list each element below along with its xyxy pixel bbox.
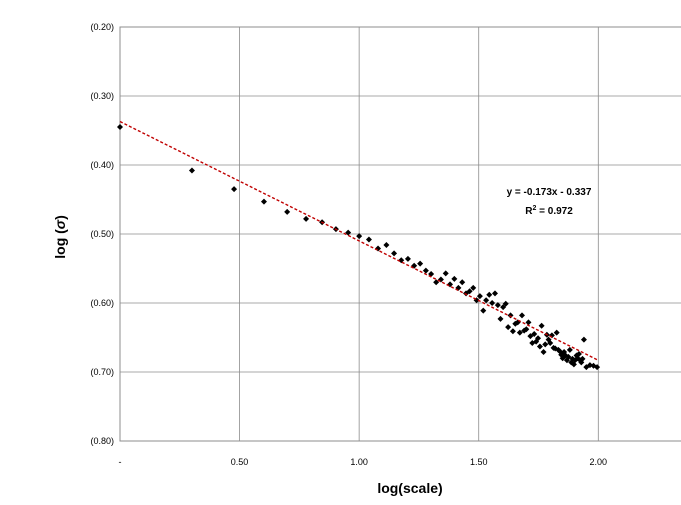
data-point — [509, 328, 516, 335]
x-axis-title: log(scale) — [377, 480, 442, 496]
data-point — [345, 229, 352, 236]
x-tick-label: 1.00 — [350, 457, 368, 467]
data-point — [535, 335, 542, 342]
r-squared-sup: 2 — [532, 205, 536, 212]
data-point — [507, 312, 514, 319]
data-point — [260, 198, 267, 205]
data-point — [365, 236, 372, 243]
data-point — [466, 288, 473, 295]
data-point — [547, 340, 554, 347]
data-point — [470, 284, 477, 291]
data-point — [500, 304, 507, 311]
data-point — [523, 326, 530, 333]
data-point — [476, 293, 483, 300]
plot-border — [119, 26, 681, 442]
data-point — [451, 275, 458, 282]
y-tick-label: (0.60) — [90, 298, 114, 308]
y-tick-label: (0.30) — [90, 91, 114, 101]
r-squared-label: R2 = 0.972 — [525, 205, 573, 217]
data-point — [383, 242, 390, 249]
data-point — [566, 346, 573, 353]
data-point — [553, 329, 560, 336]
r-squared-prefix: R — [525, 206, 533, 217]
x-tick-label: 2.00 — [590, 457, 608, 467]
y-axis-title-symbol: σ — [52, 219, 68, 229]
data-point — [480, 307, 487, 314]
y-tick-label: (0.40) — [90, 160, 114, 170]
x-tick-label: 0.50 — [231, 457, 249, 467]
data-point — [117, 124, 123, 131]
y-tick-label: (0.70) — [90, 367, 114, 377]
data-point — [497, 315, 504, 322]
data-point — [422, 267, 429, 274]
data-point — [531, 331, 538, 338]
data-point — [356, 233, 363, 240]
y-axis-title-suffix: ) — [52, 215, 68, 220]
data-point — [442, 270, 449, 277]
data-point — [231, 186, 238, 193]
y-tick-label: (0.50) — [90, 229, 114, 239]
data-point — [404, 255, 411, 262]
trendline-equation: y = -0.173x - 0.337 — [507, 187, 592, 198]
data-point — [519, 312, 526, 319]
data-point — [575, 351, 582, 358]
data-point — [540, 348, 547, 355]
data-point — [502, 300, 509, 307]
data-point — [284, 208, 291, 215]
data-point — [565, 353, 572, 360]
data-point — [459, 279, 466, 286]
data-point — [542, 341, 549, 348]
x-tick-label: - — [119, 457, 122, 467]
data-point — [188, 167, 195, 174]
data-point — [505, 324, 512, 331]
data-point — [417, 260, 424, 267]
data-point — [536, 343, 543, 350]
data-point — [391, 250, 398, 257]
data-point — [494, 302, 501, 309]
tick-labels: (0.20) (0.30) (0.40) (0.50) (0.60) (0.70) (0.8… — [90, 22, 607, 467]
data-point — [525, 319, 532, 326]
data-point — [579, 355, 586, 362]
y-axis-title-prefix: log ( — [52, 229, 68, 259]
x-tick-label: 1.50 — [470, 457, 488, 467]
data-point — [483, 297, 490, 304]
data-point — [303, 215, 310, 222]
r-squared-value: = 0.972 — [536, 206, 573, 217]
data-points — [117, 124, 601, 371]
y-tick-label: (0.80) — [90, 436, 114, 446]
data-point — [580, 336, 587, 343]
y-tick-label: (0.20) — [90, 22, 114, 32]
data-point — [489, 300, 496, 306]
data-point — [486, 291, 493, 298]
data-point — [594, 364, 601, 371]
data-point — [516, 329, 523, 336]
y-axis-title: log (σ) — [52, 215, 68, 259]
trendline — [119, 120, 599, 361]
data-point — [491, 290, 498, 297]
data-point — [538, 322, 545, 329]
